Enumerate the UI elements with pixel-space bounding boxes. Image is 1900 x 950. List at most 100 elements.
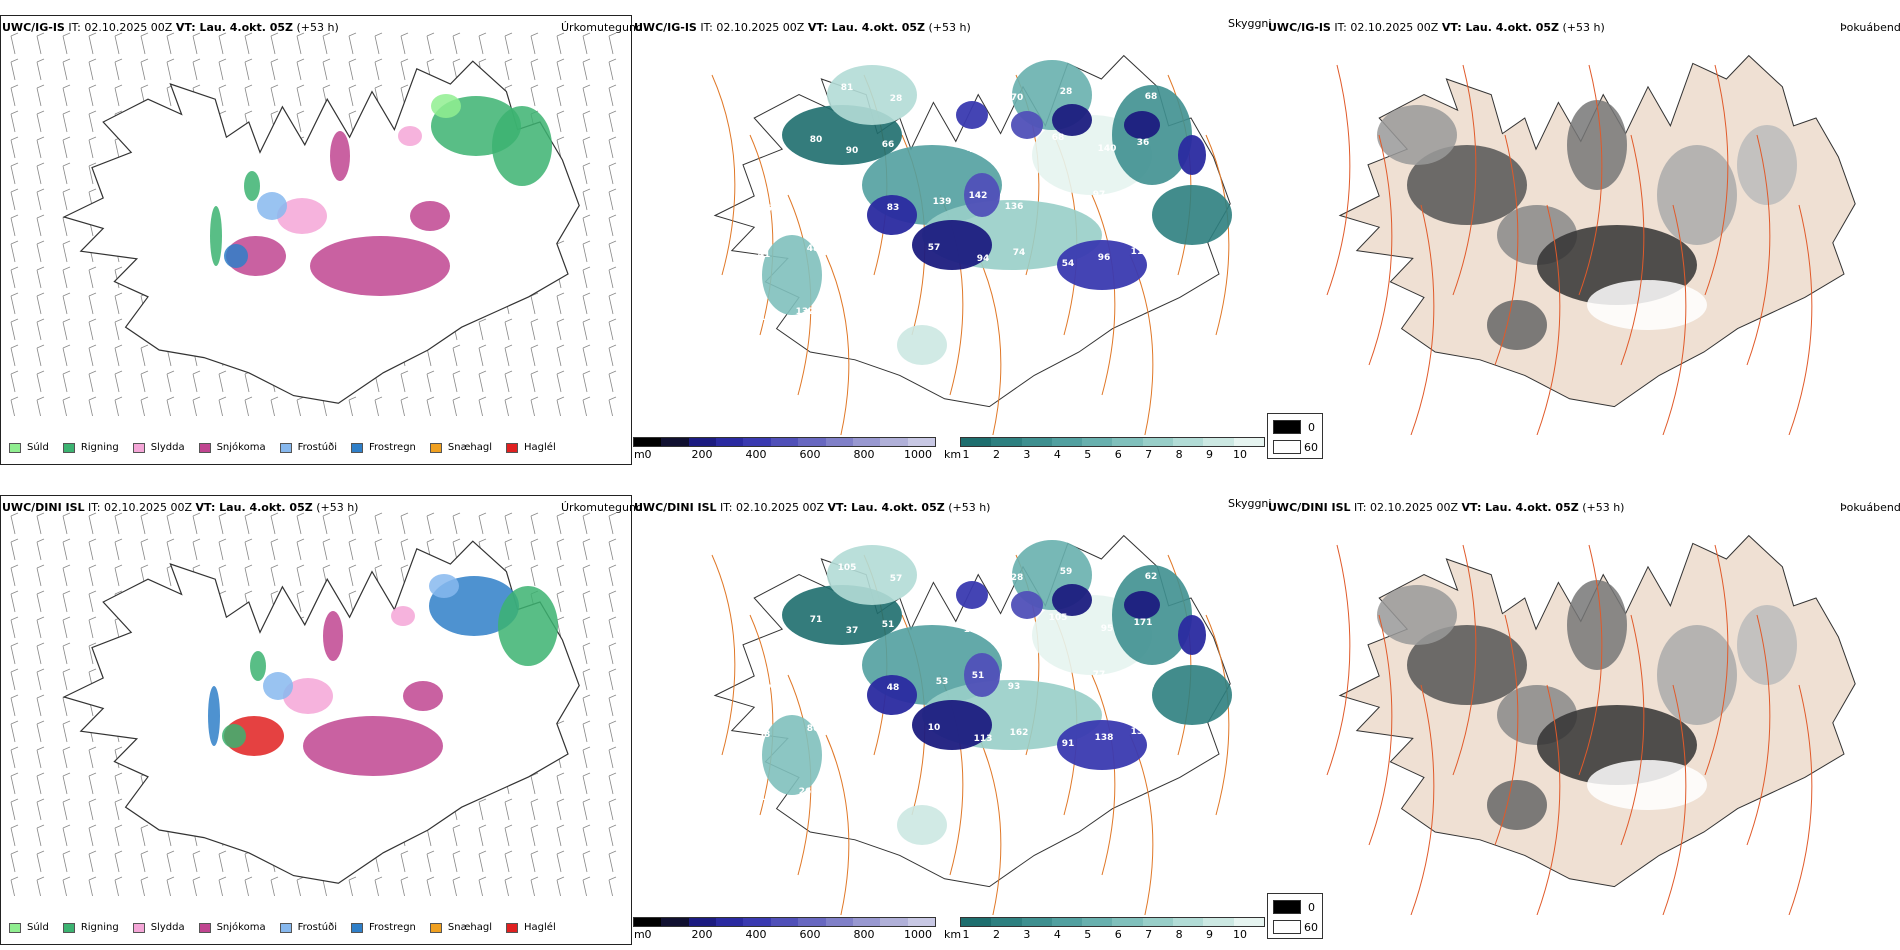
cloud-base-value: 48 xyxy=(807,244,820,254)
cloud-base-value: 19 xyxy=(848,301,861,311)
precip-legend-item: Snjókoma xyxy=(198,442,266,453)
precip-legend-swatch xyxy=(351,922,363,933)
precip-type-panel-row2: Súld Rigning Slydda Snjókoma Frostúði Frostre… xyxy=(0,495,632,945)
init-time-label: IT: xyxy=(68,21,81,34)
cloud-base-value: 57 xyxy=(890,574,903,584)
model-name: UWC/DINI ISL xyxy=(634,501,717,514)
cloud-base-value: 48 xyxy=(887,683,900,693)
precip-legend-swatch xyxy=(132,922,145,933)
precip-legend-label: Slydda xyxy=(150,442,185,453)
cloud-base-value: 83 xyxy=(887,203,900,213)
precip-legend-item: Súld xyxy=(9,922,49,933)
colorbar-tick-label: 0 xyxy=(644,928,652,941)
cloud-base-value: 87 xyxy=(933,306,946,316)
precip-legend-item: Súld xyxy=(9,442,49,453)
precip-legend-label: Snjókoma xyxy=(216,922,266,933)
cloud-base-value: 41 xyxy=(758,250,771,260)
cloud-base-value: 130 xyxy=(1131,727,1150,737)
colorbar-tick-label: 10 xyxy=(1233,448,1247,461)
cloud-base-value: 28 xyxy=(1011,573,1024,583)
cloud-base-value: 68 xyxy=(892,249,905,259)
precip-legend-item: Snæhagl xyxy=(429,442,493,453)
cloud-base-value: 105 xyxy=(1049,613,1068,623)
fog-panel-row1 xyxy=(1267,15,1900,465)
cloud-base-value: 82 xyxy=(761,141,774,151)
colorbar-tick-label: 600 xyxy=(799,448,821,461)
colorbar-tick-label: 8 xyxy=(1175,928,1183,941)
fog-title-row1: UWC/IG-IS IT: 02.10.2025 00Z VT: Lau. 4.… xyxy=(1268,21,1605,34)
precip-legend-swatch xyxy=(9,442,21,453)
precip-legend-label: Frostúði xyxy=(297,442,337,453)
precip-legend-item: Rigning xyxy=(62,442,119,453)
cloud-base-value: 37 xyxy=(846,626,859,636)
colorbar-tick-label: 10 xyxy=(1233,928,1247,941)
fog-title-row2: UWC/DINI ISL IT: 02.10.2025 00Z VT: Lau.… xyxy=(1268,501,1624,514)
visibility-colorbar xyxy=(960,917,1265,927)
lead-time: (+53 h) xyxy=(1582,501,1625,514)
model-name: UWC/DINI ISL xyxy=(1268,501,1351,514)
colorbar-tick-label: 1 xyxy=(962,448,970,461)
precip-legend-swatch xyxy=(62,922,75,933)
fog-swatch-60 xyxy=(1273,920,1301,934)
cloud-base-value: 69 xyxy=(761,621,774,631)
precip-legend-label: Súld xyxy=(27,922,49,933)
colorbar-tick-label: 4 xyxy=(1053,928,1061,941)
cloud-title-row1: UWC/IG-IS IT: 02.10.2025 00Z VT: Lau. 4.… xyxy=(634,21,971,34)
precip-type-legend: Súld Rigning Slydda Snjókoma Frostúði Frostre… xyxy=(9,922,570,933)
fog-legend-box: 0 60 xyxy=(1267,893,1323,939)
precip-legend-item: Slydda xyxy=(132,922,185,933)
precip-legend-swatch xyxy=(279,442,292,453)
precip-type-heading: Úrkomutegund xyxy=(561,501,643,514)
cloud-base-colorbar xyxy=(633,917,936,927)
cloud-panel-row2: 76 337 105 57 73 80 28 59 80 62 69 71 37 51 64 110 85 105… xyxy=(632,495,1267,945)
cloud-base-value: 140 xyxy=(1098,144,1117,154)
precip-legend-label: Snæhagl xyxy=(447,922,493,933)
precip-legend-item: Frostregn xyxy=(351,442,416,453)
precip-legend-item: Frostúði xyxy=(279,922,337,933)
precip-legend-swatch xyxy=(198,442,211,453)
colorbar-tick-label: 4 xyxy=(1053,448,1061,461)
colorbar-tick-label: 9 xyxy=(1206,928,1214,941)
cloud-base-value: 132 xyxy=(796,307,815,317)
colorbar-tick-label: 3 xyxy=(1023,448,1031,461)
cloud-base-value: 94 xyxy=(977,254,990,264)
cloud-base-value: 71 xyxy=(1057,196,1070,206)
cloud-base-value: 74 xyxy=(1013,248,1026,258)
colorbar-tick-label: 200 xyxy=(691,928,713,941)
fog-index-map xyxy=(1326,534,1856,915)
cloud-base-value: 162 xyxy=(1010,728,1029,738)
colorbar-tick-label: 2 xyxy=(992,928,1000,941)
precip-legend-label: Haglél xyxy=(524,922,556,933)
precip-legend-label: Snæhagl xyxy=(447,442,493,453)
model-name: UWC/DINI ISL xyxy=(2,501,85,514)
colorbar-tick-label: 6 xyxy=(1114,928,1122,941)
init-time-value: 02.10.2025 00Z xyxy=(84,21,173,34)
cloud-base-value: 110 xyxy=(964,625,983,635)
cloud-base-value: 59 xyxy=(1060,567,1073,577)
lead-time: (+53 h) xyxy=(1562,21,1605,34)
cloud-base-value: 86 xyxy=(807,724,820,734)
precip-type-map xyxy=(10,32,617,416)
cloud-base-value: 106 xyxy=(966,300,985,310)
fog-label-60: 60 xyxy=(1304,441,1318,454)
cloud-base-value: 71 xyxy=(810,615,823,625)
colorbar-tick-label: 1000 xyxy=(904,928,932,941)
cloud-base-value: 105 xyxy=(838,563,857,573)
colorbar-tick-label: 9 xyxy=(1206,448,1214,461)
cloud-visibility-map: 7633710557738028598062697137516411085105… xyxy=(711,534,1232,915)
valid-time: VT: Lau. 4.okt. 05Z xyxy=(1461,501,1579,514)
precip-legend-label: Frostregn xyxy=(369,442,416,453)
cloud-base-value: 80 xyxy=(975,562,988,572)
cloud-base-value: 136 xyxy=(1005,202,1024,212)
valid-time: VT: Lau. 4.okt. 05Z xyxy=(195,501,313,514)
lead-time: (+53 h) xyxy=(948,501,991,514)
precip-legend-label: Frostregn xyxy=(369,922,416,933)
visibility-unit: km xyxy=(944,928,962,941)
lead-time: (+53 h) xyxy=(928,21,971,34)
init-time-value: 02.10.2025 00Z xyxy=(104,501,193,514)
cloud-heading: Skyggni xyxy=(1228,17,1272,30)
cloud-base-value: 64 xyxy=(931,614,944,624)
valid-time: VT: Lau. 4.okt. 05Z xyxy=(1441,21,1560,34)
lead-time: (+53 h) xyxy=(296,21,339,34)
colorbar-tick-label: 400 xyxy=(745,448,767,461)
